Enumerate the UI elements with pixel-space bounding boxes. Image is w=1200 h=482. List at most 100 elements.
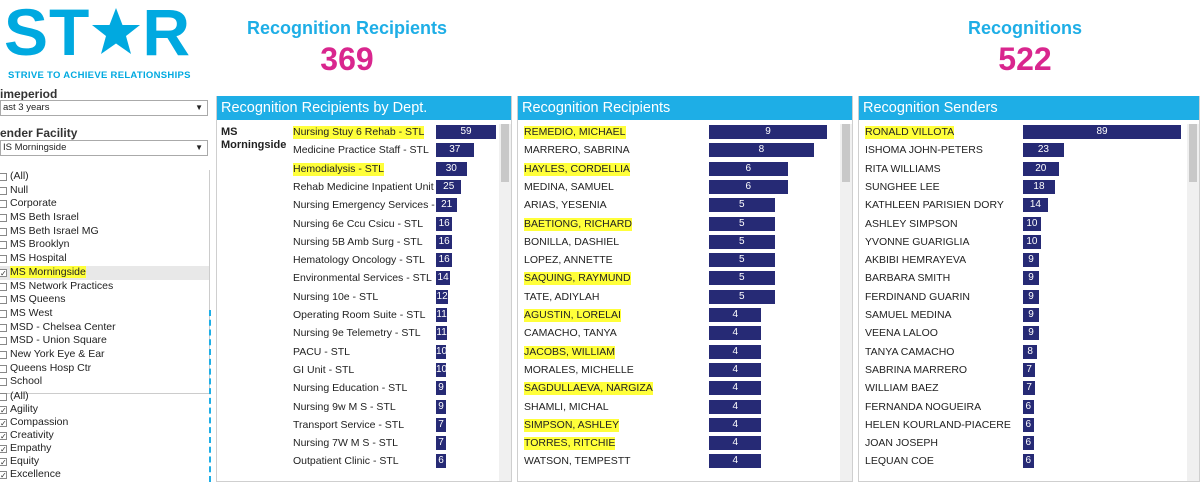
bar[interactable]: 8 (1023, 344, 1038, 359)
bar[interactable]: 9 (436, 381, 446, 396)
recipient-row[interactable]: REMEDIO, MICHAEL 9 (518, 123, 852, 141)
checkbox[interactable]: ✓ (0, 406, 7, 415)
checkbox[interactable] (0, 214, 7, 223)
scroll-thumb[interactable] (501, 124, 509, 182)
recipient-row[interactable]: MEDINA, SAMUEL 6 (518, 178, 852, 196)
sender-row[interactable]: RITA WILLIAMS 20 (859, 160, 1199, 178)
facility-option[interactable]: Corporate (0, 197, 209, 211)
recipient-row[interactable]: TORRES, RITCHIE 4 (518, 434, 852, 452)
bar[interactable]: 4 (709, 326, 762, 341)
checkbox[interactable]: ✓ (0, 419, 7, 428)
bar[interactable]: 5 (709, 234, 775, 249)
dept-scrollbar[interactable] (499, 124, 511, 481)
bar[interactable]: 12 (436, 289, 449, 304)
bar[interactable]: 21 (436, 198, 458, 213)
checkbox[interactable] (0, 350, 7, 359)
bar[interactable]: 11 (436, 308, 448, 322)
value-option[interactable]: (All) (0, 390, 212, 403)
value-option[interactable]: ✓ Empathy (0, 442, 212, 455)
bar[interactable]: 4 (709, 381, 762, 396)
value-option[interactable]: ✓ Equity (0, 455, 212, 468)
sender-row[interactable]: JOAN JOSEPH 6 (859, 434, 1199, 452)
bar[interactable]: 18 (1023, 179, 1055, 194)
bar[interactable]: 4 (709, 399, 762, 414)
recipient-row[interactable]: LOPEZ, ANNETTE 5 (518, 251, 852, 269)
bar[interactable]: 9 (1023, 253, 1039, 268)
scroll-thumb[interactable] (1189, 124, 1197, 182)
bar[interactable]: 16 (436, 216, 453, 231)
sender-row[interactable]: SUNGHEE LEE 18 (859, 178, 1199, 196)
sender-row[interactable]: ASHLEY SIMPSON 10 (859, 215, 1199, 233)
recipient-row[interactable]: MORALES, MICHELLE 4 (518, 361, 852, 379)
recipient-row[interactable]: WATSON, TEMPESTT 4 (518, 452, 852, 470)
recipient-row[interactable]: BAETIONG, RICHARD 5 (518, 215, 852, 233)
dept-row[interactable]: Nursing Emergency Services - ... 21 (217, 196, 511, 214)
timeperiod-select[interactable]: ast 3 years ▼ (0, 100, 208, 116)
dept-row[interactable]: Medicine Practice Staff - STL 37 (217, 141, 511, 159)
bar[interactable]: 20 (1023, 161, 1059, 176)
facility-option[interactable]: MSD - Union Square (0, 334, 209, 348)
checkbox[interactable]: ✓ (0, 471, 7, 480)
bar[interactable]: 4 (709, 308, 762, 322)
facility-option[interactable]: (All) (0, 170, 209, 184)
sender-row[interactable]: RONALD VILLOTA 89 (859, 123, 1199, 141)
facility-option[interactable]: MS Beth Israel MG (0, 225, 209, 239)
checkbox[interactable] (0, 282, 7, 291)
dept-row[interactable]: Nursing Stuy 6 Rehab - STL 59 (217, 123, 511, 141)
bar[interactable]: 11 (436, 326, 448, 341)
sender-row[interactable]: VEENA LALOO 9 (859, 324, 1199, 342)
checkbox[interactable] (0, 393, 7, 401)
dept-row[interactable]: Rehab Medicine Inpatient Unit ... 25 (217, 178, 511, 196)
checkbox[interactable] (0, 200, 7, 209)
sender-row[interactable]: AKBIBI HEMRAYEVA 9 (859, 251, 1199, 269)
recipient-row[interactable]: AGUSTIN, LORELAI 4 (518, 306, 852, 324)
checkbox[interactable] (0, 364, 7, 373)
bar[interactable]: 5 (709, 198, 775, 213)
facility-option[interactable]: MSD - Chelsea Center (0, 321, 209, 335)
sender-row[interactable]: TANYA CAMACHO 8 (859, 343, 1199, 361)
bar[interactable]: 14 (436, 271, 451, 286)
bar[interactable]: 5 (709, 253, 775, 268)
bar[interactable]: 10 (436, 362, 447, 377)
bar[interactable]: 9 (709, 125, 827, 139)
checkbox[interactable]: ✓ (0, 432, 7, 441)
dept-row[interactable]: Operating Room Suite - STL 11 (217, 306, 511, 324)
recipient-row[interactable]: TATE, ADIYLAH 5 (518, 288, 852, 306)
bar[interactable]: 6 (709, 179, 788, 194)
bar[interactable]: 6 (709, 161, 788, 176)
dept-row[interactable]: Nursing 9e Telemetry - STL 11 (217, 324, 511, 342)
bar[interactable]: 25 (436, 179, 462, 194)
facility-option[interactable]: MS Queens (0, 293, 209, 307)
facility-option[interactable]: MS Hospital (0, 252, 209, 266)
bar[interactable]: 59 (436, 125, 496, 139)
recipient-row[interactable]: SAQUING, RAYMUND 5 (518, 269, 852, 287)
bar[interactable]: 89 (1023, 125, 1181, 139)
sender-row[interactable]: ISHOMA JOHN-PETERS 23 (859, 141, 1199, 159)
sender-row[interactable]: YVONNE GUARIGLIA 10 (859, 233, 1199, 251)
bar[interactable]: 16 (436, 253, 453, 268)
recipient-row[interactable]: CAMACHO, TANYA 4 (518, 324, 852, 342)
facility-option[interactable]: Queens Hosp Ctr (0, 362, 209, 376)
checkbox[interactable] (0, 378, 7, 387)
facility-option[interactable]: School (0, 375, 209, 389)
bar[interactable]: 9 (1023, 308, 1039, 322)
scroll-thumb[interactable] (842, 124, 850, 182)
checkbox[interactable] (0, 255, 7, 264)
value-option[interactable]: ✓ Compassion (0, 416, 212, 429)
bar[interactable]: 9 (1023, 289, 1039, 304)
bar[interactable]: 4 (709, 344, 762, 359)
bar[interactable]: 6 (1023, 399, 1034, 414)
sender-row[interactable]: KATHLEEN PARISIEN DORY 14 (859, 196, 1199, 214)
value-option[interactable]: ✓ Creativity (0, 429, 212, 442)
checkbox[interactable] (0, 337, 7, 346)
dept-row[interactable]: Outpatient Clinic - STL 6 (217, 452, 511, 470)
bar[interactable]: 7 (436, 436, 446, 451)
recipients-scrollbar[interactable] (840, 124, 852, 481)
senders-scrollbar[interactable] (1187, 124, 1199, 481)
checkbox[interactable] (0, 173, 7, 181)
checkbox[interactable] (0, 323, 7, 332)
checkbox[interactable] (0, 296, 7, 305)
bar[interactable]: 6 (436, 454, 446, 469)
recipient-row[interactable]: SIMPSON, ASHLEY 4 (518, 416, 852, 434)
bar[interactable]: 6 (1023, 454, 1034, 469)
